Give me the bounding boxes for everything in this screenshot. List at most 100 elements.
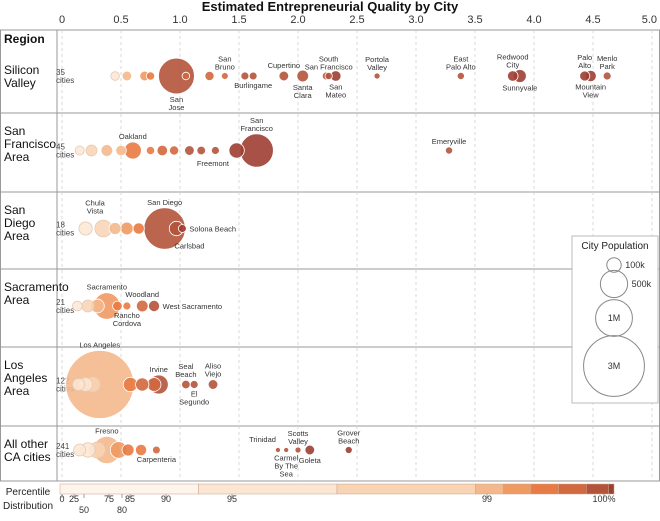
- percentile-label: 50: [79, 505, 89, 515]
- city-count: 35: [56, 68, 65, 77]
- city-bubble: [73, 443, 87, 457]
- city-label: Seal: [178, 362, 193, 371]
- region-name: Silicon: [4, 63, 39, 77]
- region-row: SiliconValley35citiesSanJoseSanBrunoBurl…: [4, 53, 617, 112]
- city-label: Cupertino: [268, 61, 301, 70]
- city-bubble: [444, 146, 454, 155]
- x-tick-label: 2.0: [290, 14, 305, 26]
- city-label: San: [218, 55, 231, 64]
- x-tick-label: 0.5: [113, 14, 128, 26]
- city-bubble: [100, 144, 114, 157]
- city-bubble: [177, 224, 187, 233]
- population-legend: City Population 100k 500k 1M 3M: [571, 235, 659, 404]
- city-bubble: [135, 377, 150, 392]
- city-label: Freemont: [197, 159, 230, 168]
- city-bubble: [239, 133, 274, 168]
- city-bubble: [602, 71, 612, 81]
- city-label: City: [506, 61, 519, 70]
- city-count: 45: [56, 143, 65, 152]
- city-bubble: [145, 145, 156, 156]
- city-count: cities: [56, 229, 74, 238]
- city-label: Irvine: [150, 365, 168, 374]
- city-label: Vista: [87, 207, 104, 216]
- city-bubble: [148, 299, 161, 312]
- region-name: Area: [4, 384, 30, 398]
- x-tick-label: 1.5: [231, 14, 246, 26]
- city-bubble: [132, 222, 145, 235]
- region-name: Area: [4, 150, 30, 164]
- city-bubble: [152, 445, 161, 455]
- percentile-swatch: [608, 483, 615, 495]
- percentile-label: 100%: [592, 494, 615, 504]
- city-label: Goleta: [299, 456, 322, 465]
- city-bubble: [121, 443, 135, 457]
- percentile-swatch: [530, 483, 559, 495]
- city-count: cities: [56, 385, 74, 394]
- city-label: By The: [274, 462, 298, 471]
- region-name: Valley: [4, 76, 36, 90]
- city-bubble: [112, 300, 123, 312]
- city-label: West Sacramento: [163, 302, 222, 311]
- city-bubble: [220, 72, 229, 80]
- city-label: Woodland: [125, 290, 159, 299]
- city-label: Redwood: [497, 53, 529, 62]
- city-label: Sunnyvale: [502, 83, 537, 92]
- region-name: CA cities: [4, 450, 51, 464]
- city-label: Chula: [85, 199, 105, 208]
- region-name: Sacramento: [4, 280, 69, 294]
- city-bubble: [189, 380, 199, 389]
- city-label: San Francisco: [305, 62, 353, 71]
- region-name: San: [4, 124, 25, 138]
- city-label: Clara: [294, 91, 313, 100]
- legend-label: 3M: [608, 361, 621, 371]
- city-bubble: [248, 71, 258, 81]
- city-bubble: [344, 446, 353, 454]
- city-bubble: [228, 142, 245, 159]
- city-label: Santa: [293, 83, 313, 92]
- percentile-swatch: [558, 483, 587, 495]
- city-bubble: [456, 71, 465, 81]
- region-name: Area: [4, 293, 30, 307]
- city-label: Beach: [338, 436, 359, 445]
- city-bubble: [108, 222, 122, 235]
- legend-circle: [606, 257, 622, 273]
- city-label: San: [170, 95, 183, 104]
- city-bubble: [184, 145, 195, 156]
- city-bubble: [275, 447, 281, 453]
- city-label: Menlo: [597, 54, 617, 63]
- city-label: Trinidad: [249, 435, 276, 444]
- region-name: Francisco: [4, 137, 56, 151]
- city-bubble: [123, 141, 142, 160]
- percentile-title: Percentile: [6, 487, 51, 498]
- percentile-swatch: [198, 483, 338, 495]
- legend-label: 1M: [608, 313, 621, 323]
- city-bubble: [78, 221, 93, 236]
- region-name: Diego: [4, 216, 36, 230]
- city-label: Cordova: [113, 319, 142, 328]
- city-count: cities: [56, 450, 74, 459]
- city-bubble: [373, 72, 381, 80]
- gridlines: [0, 29, 660, 482]
- x-tick-label: 4.5: [585, 14, 600, 26]
- city-bubble: [283, 447, 290, 453]
- city-bubble: [324, 71, 333, 81]
- x-tick-label: 3.0: [408, 14, 423, 26]
- city-bubble: [122, 301, 132, 311]
- percentile-label: 95: [227, 494, 237, 504]
- city-count: cities: [56, 151, 74, 160]
- region-row: SanFranciscoArea45citiesOaklandFreemontS…: [4, 116, 466, 168]
- city-bubble: [156, 144, 168, 157]
- city-label: Sea: [280, 470, 294, 479]
- percentile-swatch: [475, 483, 504, 495]
- city-label: San: [250, 116, 263, 125]
- city-label: Carmel: [274, 454, 299, 463]
- x-tick-label: 4.0: [526, 14, 541, 26]
- city-label: Bruno: [215, 63, 235, 72]
- legend-label: 500k: [632, 279, 652, 289]
- city-label: Mountain: [575, 83, 606, 92]
- percentile-title: Distribution: [3, 501, 53, 512]
- chart-title: Estimated Entrepreneurial Quality by Cit…: [202, 0, 459, 14]
- city-label: Sacramento: [87, 283, 127, 292]
